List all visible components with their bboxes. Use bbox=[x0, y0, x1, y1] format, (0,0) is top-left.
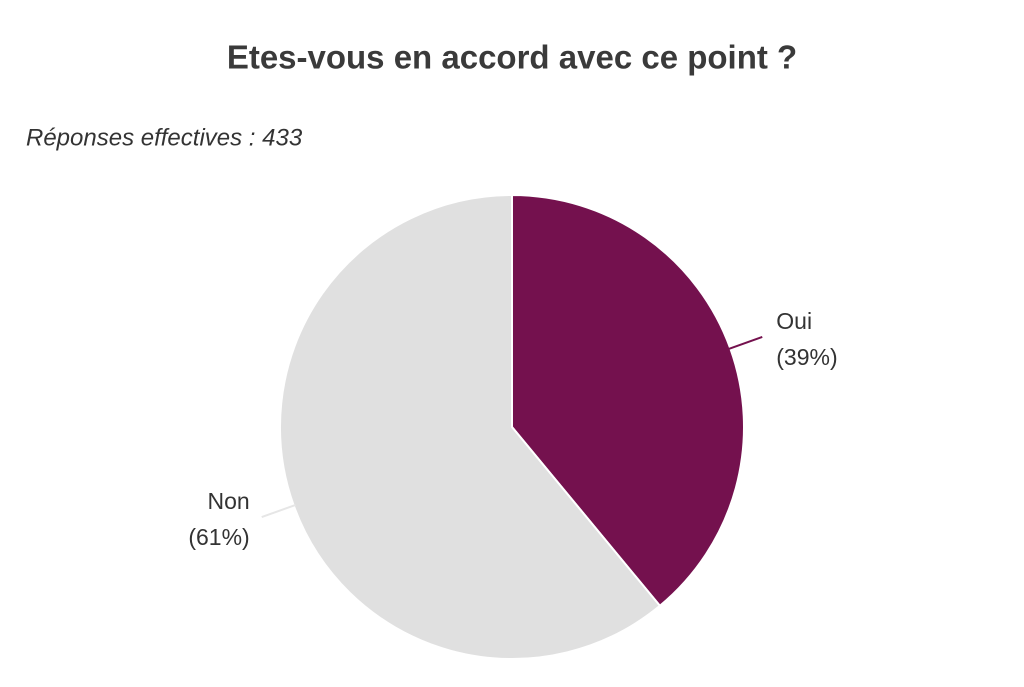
leader-line bbox=[728, 335, 763, 351]
slice-value-label: (39%) bbox=[776, 344, 837, 370]
slice-value-label: (61%) bbox=[188, 524, 249, 550]
slice-label: Non bbox=[208, 488, 250, 514]
leader-line bbox=[261, 503, 296, 519]
slice-label: Oui bbox=[776, 308, 812, 334]
chart-subtitle: Réponses effectives : 433 bbox=[26, 124, 303, 151]
chart-title: Etes-vous en accord avec ce point ? bbox=[227, 39, 797, 76]
